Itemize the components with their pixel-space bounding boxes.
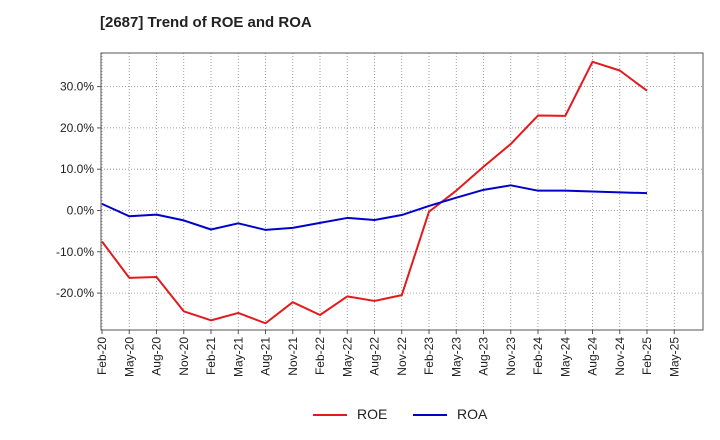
legend-label-roa: ROA — [457, 406, 488, 422]
legend-swatch-roa — [413, 414, 447, 416]
x-tick-label: May-20 — [122, 337, 136, 377]
x-tick-label: Nov-24 — [613, 337, 627, 376]
series-lines — [101, 60, 648, 325]
x-tick-label: Feb-24 — [531, 337, 545, 375]
x-tick-label: Aug-23 — [477, 337, 491, 376]
x-tick-label: Nov-20 — [177, 337, 191, 376]
y-tick-label: 10.0% — [60, 162, 94, 176]
y-tick-label: 30.0% — [60, 80, 94, 94]
legend-swatch-roe — [313, 414, 347, 416]
x-tick-label: Aug-22 — [368, 337, 382, 376]
x-tick-label: Feb-25 — [640, 337, 654, 375]
x-tick-label: May-24 — [558, 337, 572, 377]
chart-title: [2687] Trend of ROE and ROA — [100, 14, 312, 31]
x-tick-label: Aug-24 — [586, 337, 600, 376]
x-tick-label: Feb-23 — [422, 337, 436, 375]
x-tick-label: Nov-23 — [504, 337, 518, 376]
x-tick-label: Aug-21 — [259, 337, 273, 376]
x-tick-label: Feb-20 — [95, 337, 109, 375]
x-axis-ticks: Feb-20 May-20 Aug-20 Nov-20 Feb-21 May-21 Aug-… — [95, 330, 681, 377]
y-tick-label: 0.0% — [67, 204, 95, 218]
y-tick-label: 20.0% — [60, 121, 94, 135]
x-tick-label: Nov-22 — [395, 337, 409, 376]
x-tick-label: May-25 — [667, 337, 681, 377]
grid-lines — [101, 53, 703, 330]
x-tick-label: Nov-21 — [286, 337, 300, 376]
y-axis-ticks: -20.0% -10.0% 0.0% 10.0% 20.0% 30.0% — [56, 80, 101, 300]
y-tick-label: -20.0% — [56, 286, 94, 300]
x-tick-label: Feb-21 — [204, 337, 218, 375]
y-tick-label: -10.0% — [56, 245, 94, 259]
x-tick-label: May-22 — [340, 337, 354, 377]
x-tick-label: Feb-22 — [313, 337, 327, 375]
x-tick-label: May-21 — [231, 337, 245, 377]
x-tick-label: Aug-20 — [150, 337, 164, 376]
x-tick-label: May-23 — [449, 337, 463, 377]
legend: ROE ROA — [0, 404, 720, 426]
legend-label-roe: ROE — [357, 406, 388, 422]
